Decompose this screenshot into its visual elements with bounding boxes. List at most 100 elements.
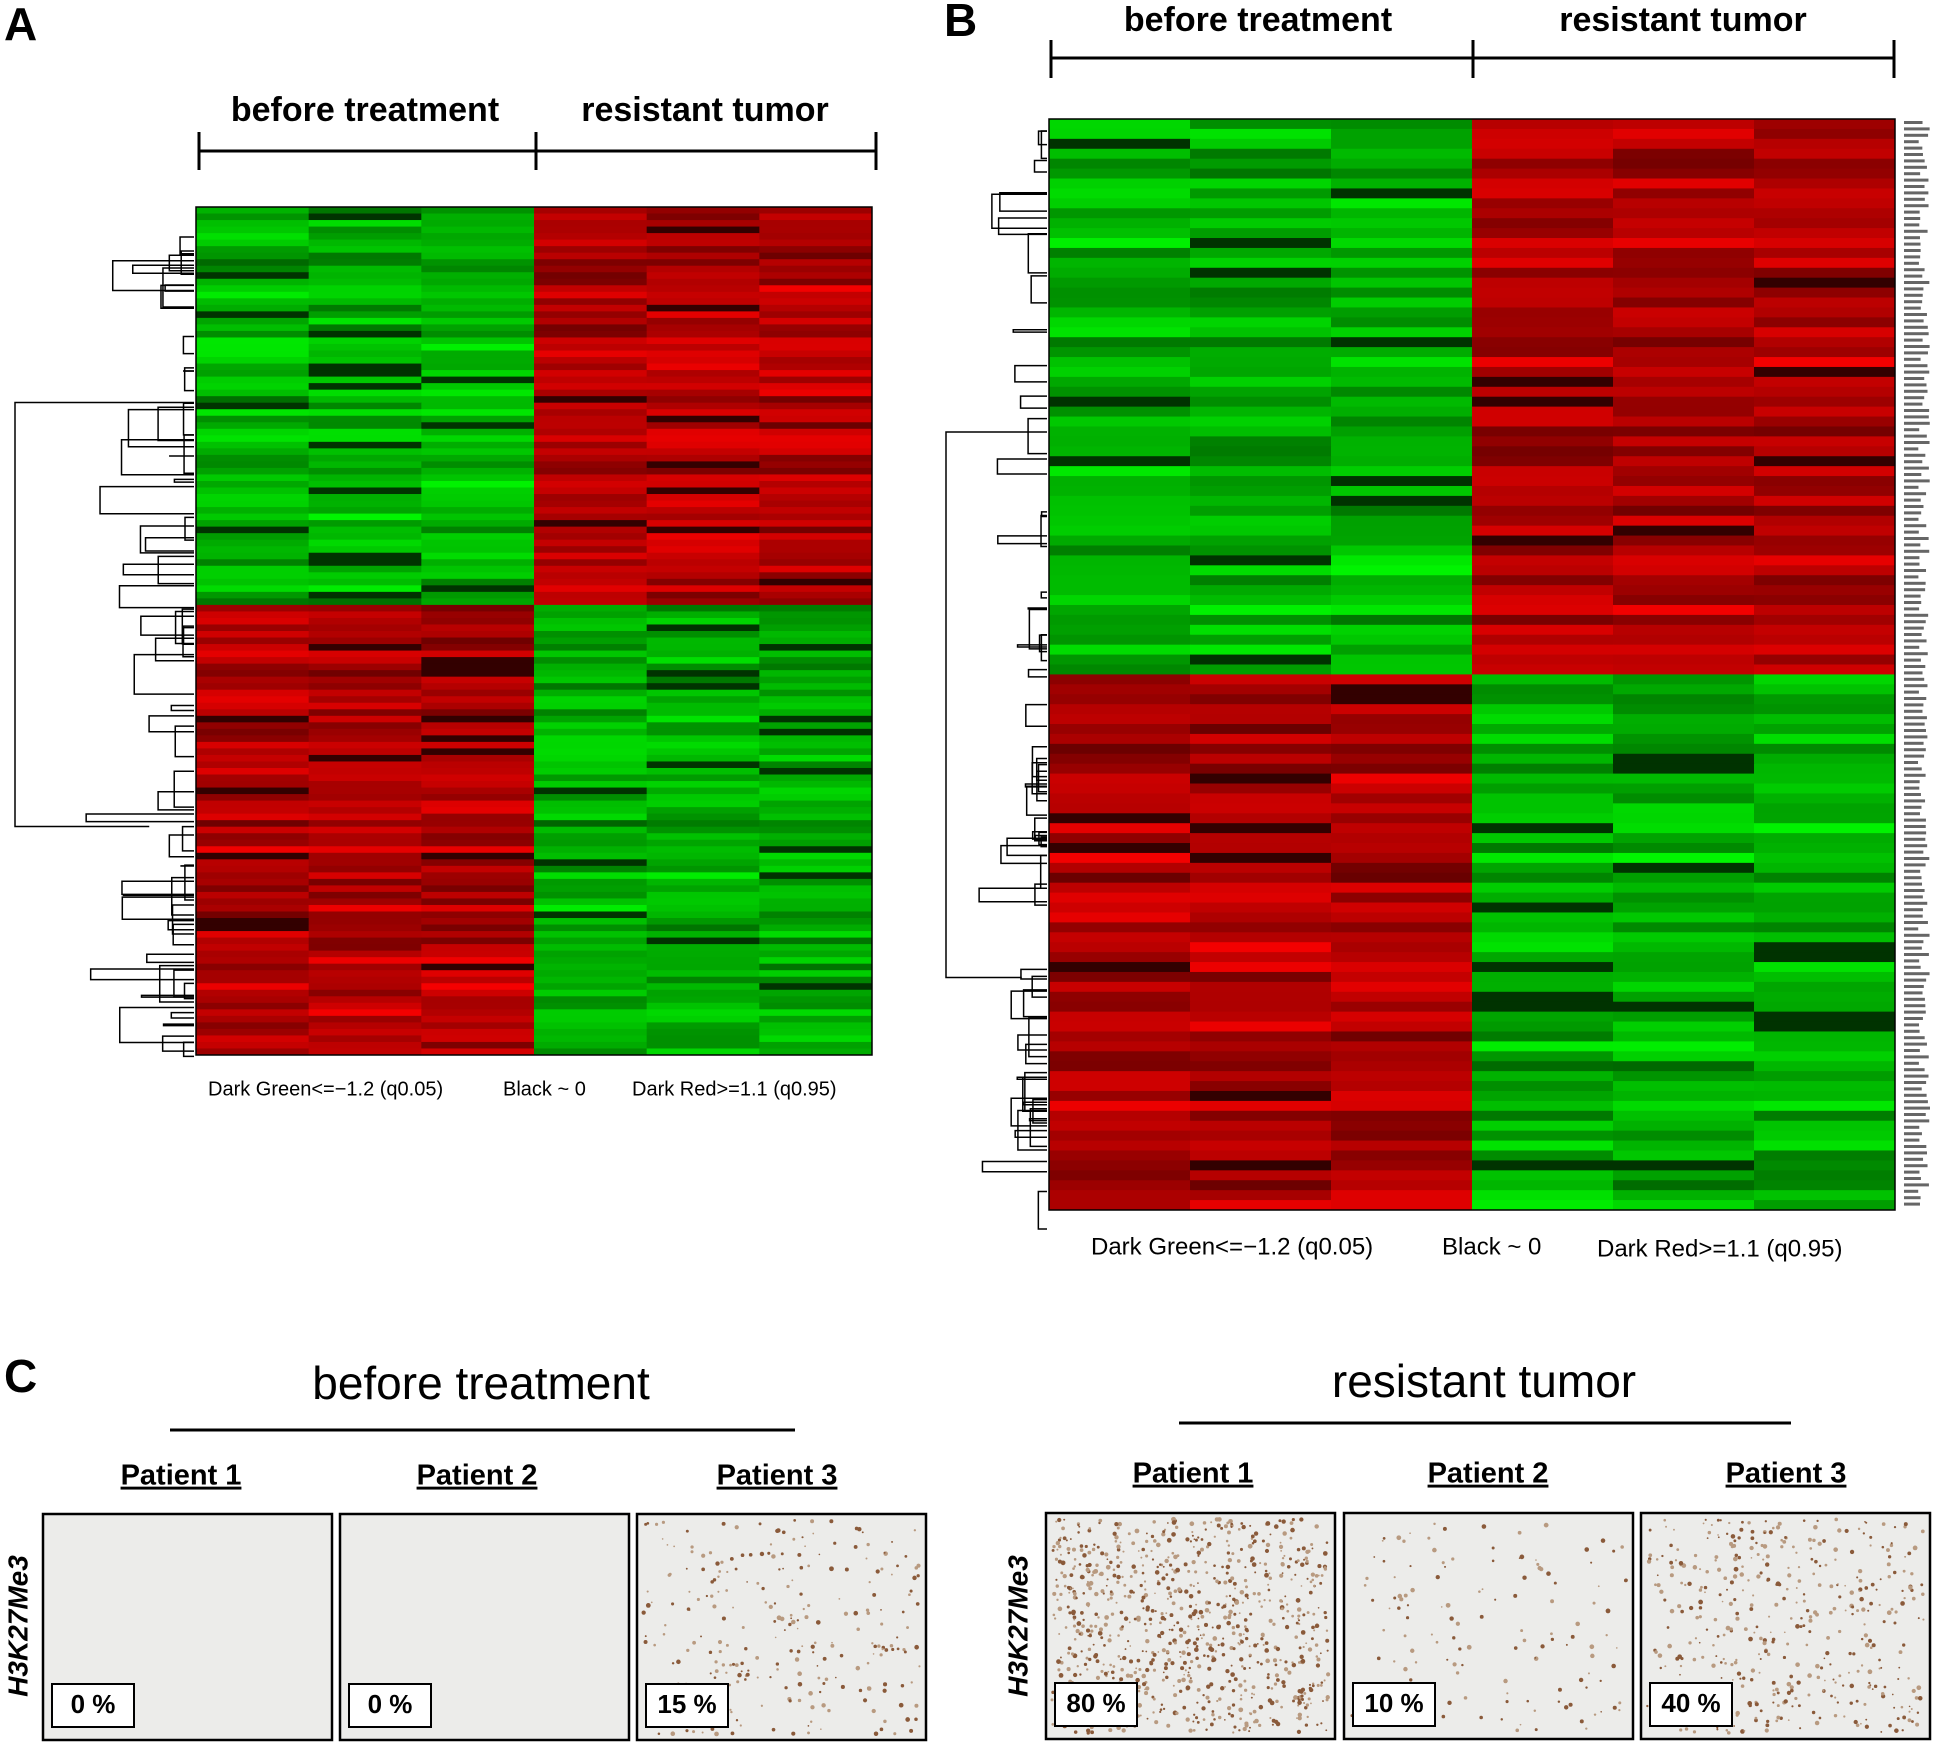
gene-label-mark (1904, 1107, 1930, 1110)
stain-dot (1193, 1729, 1196, 1732)
stain-dot (1677, 1654, 1682, 1659)
heatmap-cell (309, 377, 422, 384)
stain-dot (1752, 1594, 1754, 1596)
heatmap-cell (1331, 188, 1473, 198)
heatmap-cell (309, 598, 422, 605)
heatmap-cell (647, 631, 760, 638)
stain-dot (1165, 1676, 1168, 1679)
heatmap-cell (1613, 585, 1755, 595)
gene-label-mark (1904, 927, 1918, 930)
heatmap-cell (647, 872, 760, 879)
stain-dot (1115, 1540, 1118, 1543)
stain-dot (1803, 1519, 1806, 1522)
heatmap-cell (1472, 347, 1614, 357)
stain-dot (811, 1645, 815, 1649)
heatmap-cell (647, 533, 760, 540)
stain-dot (1762, 1559, 1764, 1561)
stain-dot (1776, 1716, 1780, 1720)
stain-dot (1778, 1522, 1782, 1526)
stain-dot (1321, 1681, 1324, 1684)
heatmap-cell (647, 383, 760, 390)
stain-dot (1241, 1525, 1245, 1529)
heatmap-cell (1049, 922, 1191, 932)
dendro-branch (1017, 1077, 1047, 1079)
stain-dot (1144, 1580, 1146, 1582)
heatmap-cell (1754, 347, 1896, 357)
heatmap-cell (647, 468, 760, 475)
heatmap-cell (1754, 853, 1896, 863)
heatmap-cell (421, 592, 534, 599)
stain-dot (1550, 1599, 1554, 1603)
heatmap-cell (196, 494, 309, 501)
stain-dot (1733, 1574, 1737, 1578)
heatmap-cell (759, 898, 872, 905)
heatmap-cell (421, 331, 534, 338)
stain-dot (1166, 1586, 1170, 1590)
stain-dot (1443, 1527, 1447, 1531)
heatmap-cell (534, 644, 647, 651)
stain-dot (1108, 1728, 1112, 1732)
heatmap-cell (759, 788, 872, 795)
heatmap-cell (1754, 982, 1896, 992)
stain-dot (1059, 1673, 1064, 1678)
heatmap-cell (1049, 793, 1191, 803)
heatmap-cell (1472, 813, 1614, 823)
heatmap-cell (534, 768, 647, 775)
heatmap-cell (1754, 337, 1896, 347)
stain-dot (769, 1605, 773, 1609)
stain-dot (1238, 1528, 1241, 1531)
heatmap-cell (1613, 655, 1755, 665)
stain-dot (1225, 1669, 1229, 1673)
heatmap-cell (196, 592, 309, 599)
stain-dot (1283, 1555, 1285, 1557)
heatmap-cell (421, 429, 534, 436)
stain-dot (1809, 1547, 1812, 1550)
heatmap-cell (1472, 655, 1614, 665)
stain-dot (1501, 1718, 1503, 1720)
stain-dot (1755, 1542, 1757, 1544)
heatmap-cell (534, 494, 647, 501)
heatmap-cell (759, 931, 872, 938)
heatmap (1049, 119, 1896, 1211)
heatmap-cell (1613, 417, 1755, 427)
stain-dot (686, 1568, 688, 1570)
heatmap-cell (1190, 536, 1332, 546)
heatmap-cell (1754, 248, 1896, 258)
heatmap-cell (421, 1022, 534, 1029)
heatmap-cell (1049, 288, 1191, 298)
stain-dot (1694, 1554, 1697, 1557)
stain-dot (1786, 1643, 1789, 1646)
stain-dot (1318, 1575, 1320, 1577)
heatmap-cell (647, 246, 760, 253)
heatmap-cell (196, 801, 309, 808)
heatmap-cell (1472, 754, 1614, 764)
stain-dot (1195, 1656, 1199, 1660)
heatmap-cell (1331, 367, 1473, 377)
heatmap-cell (421, 572, 534, 579)
stain-dot (1703, 1523, 1705, 1525)
stain-dot (829, 1566, 834, 1571)
stain-dot (1064, 1585, 1067, 1588)
stain-dot (882, 1648, 884, 1650)
heatmap-cell (534, 403, 647, 410)
stain-dot (1699, 1615, 1702, 1618)
stain-dot (1447, 1701, 1451, 1705)
heatmap-cell (534, 990, 647, 997)
heatmap-cell (1613, 942, 1755, 952)
heatmap-cell (1754, 327, 1896, 337)
heatmap-cell (196, 768, 309, 775)
heatmap-cell (1754, 843, 1896, 853)
stain-dot (1523, 1639, 1527, 1643)
heatmap-cell (647, 559, 760, 566)
heatmap-cell (309, 827, 422, 834)
stain-dot (1837, 1583, 1839, 1585)
gene-label-mark (1904, 780, 1920, 783)
stain-dot (1051, 1698, 1054, 1701)
heatmap-cell (196, 298, 309, 305)
heatmap-cell (647, 403, 760, 410)
heatmap-cell (759, 318, 872, 325)
heatmap-cell (1613, 625, 1755, 635)
stain-dot (722, 1663, 725, 1666)
heatmap-cell (196, 931, 309, 938)
stain-dot (1260, 1605, 1263, 1608)
